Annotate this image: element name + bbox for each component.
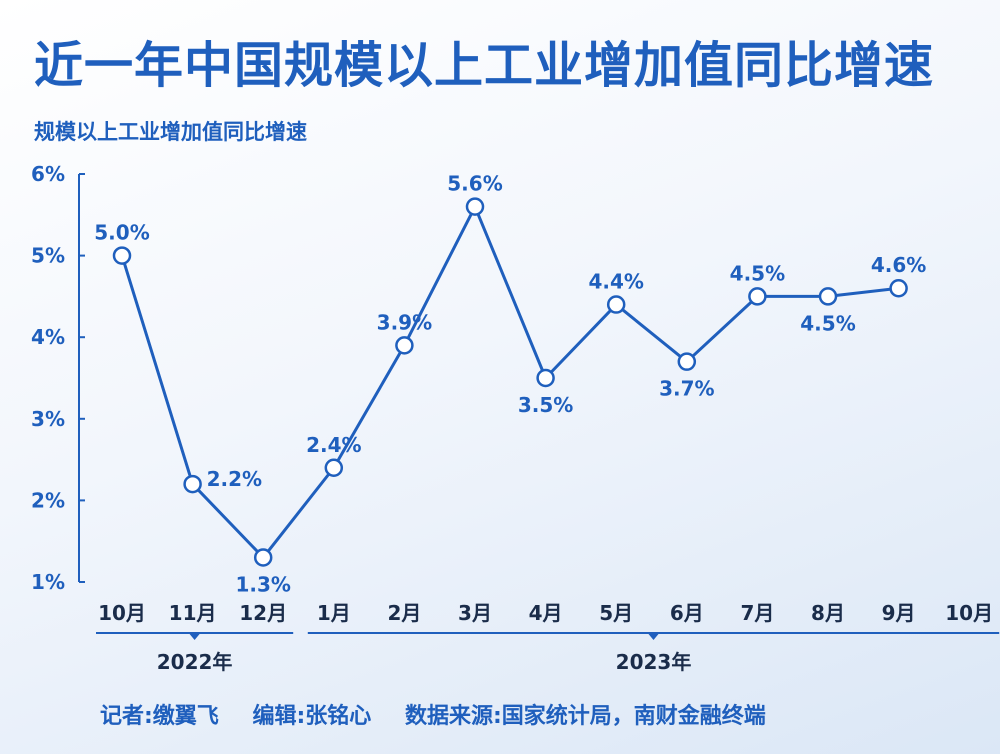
- data-label: 4.5%: [800, 311, 855, 335]
- data-label: 4.6%: [871, 253, 926, 277]
- data-point: [818, 287, 838, 306]
- data-label: 5.0%: [94, 221, 149, 245]
- data-point: [183, 474, 202, 494]
- source-credit: 数据来源:国家统计局，南财金融终端: [404, 704, 766, 729]
- chart-subtitle: 规模以上工业增加值同比增速: [34, 120, 307, 144]
- data-label: 2.2%: [207, 467, 262, 491]
- data-point: [889, 278, 908, 298]
- data-label: 1.3%: [235, 573, 290, 597]
- y-tick-label: 3%: [31, 407, 65, 431]
- x-tick-label: 5月: [599, 601, 633, 625]
- data-point: [324, 458, 344, 478]
- y-tick-label: 4%: [31, 325, 65, 349]
- y-tick-label: 6%: [31, 162, 65, 186]
- data-point: [677, 352, 697, 371]
- data-label: 3.7%: [659, 377, 714, 401]
- series-path: [120, 205, 899, 560]
- data-point: [536, 368, 555, 388]
- x-tick-label: 8月: [811, 601, 845, 625]
- data-point: [112, 246, 132, 265]
- x-tick-label: 10月: [98, 601, 146, 625]
- data-point: [253, 548, 273, 567]
- axes: 1% 2% 3% 4% 5% 6% 10月 11月 12月 1月 2月 3月 4月 5月 6月 7月 8月 9月 1…: [31, 162, 1000, 674]
- data-point: [606, 295, 626, 314]
- series-line: [112, 197, 908, 567]
- data-label: 3.9%: [377, 310, 432, 334]
- data-point: [395, 336, 414, 355]
- chart-title: 近一年中国规模以上工业增加值同比增速: [34, 37, 935, 94]
- x-tick-label: 2月: [387, 601, 421, 625]
- y-tick-label: 5%: [31, 244, 65, 268]
- x-tick-label: 1月: [317, 601, 351, 625]
- data-label: 4.5%: [730, 261, 785, 285]
- reporter-credit: 记者:缴翼飞: [100, 704, 219, 729]
- data-label: 2.4%: [306, 433, 361, 457]
- x-tick-label: 12月: [239, 601, 287, 625]
- x-tick-label: 3月: [458, 601, 492, 625]
- x-tick-label: 7月: [740, 601, 774, 625]
- footer-credits: 记者:缴翼飞 编辑:张铭心 数据来源:国家统计局，南财金融终端: [100, 698, 792, 730]
- data-labels: 5.0% 2.2% 1.3% 2.4% 3.9% 5.6% 3.5% 4.4% 3.7% 4.5%…: [94, 172, 926, 597]
- year-group-marker: [648, 634, 659, 640]
- y-tick-label: 2%: [31, 488, 65, 512]
- y-tick-label: 1%: [31, 570, 65, 594]
- data-label: 5.6%: [447, 172, 502, 196]
- data-point: [748, 287, 767, 306]
- x-tick-label: 6月: [670, 601, 704, 625]
- data-point: [465, 197, 485, 216]
- x-tick-label: 10月: [945, 601, 993, 625]
- year-group-label: 2023年: [616, 650, 692, 674]
- data-label: 3.5%: [518, 393, 573, 417]
- year-group-label: 2022年: [157, 650, 233, 674]
- editor-credit: 编辑:张铭心: [252, 704, 372, 729]
- year-group-marker: [189, 634, 200, 640]
- data-label: 4.4%: [588, 270, 643, 294]
- x-tick-label: 11月: [169, 601, 217, 625]
- x-tick-label: 9月: [882, 601, 916, 625]
- x-tick-label: 4月: [529, 601, 563, 625]
